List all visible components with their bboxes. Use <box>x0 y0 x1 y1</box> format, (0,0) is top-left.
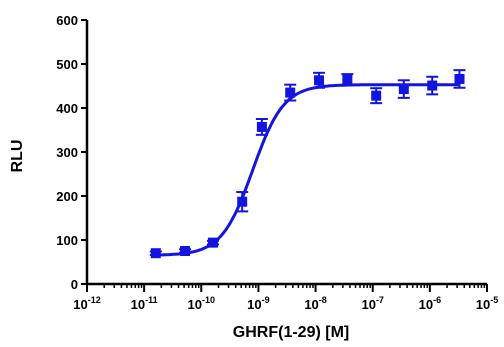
point-marker <box>285 87 296 98</box>
data-point <box>341 73 354 86</box>
fit-curve <box>155 83 460 257</box>
point-marker <box>256 121 267 132</box>
point-marker <box>371 90 382 101</box>
data-point <box>426 75 439 96</box>
y-tick-label: 600 <box>56 13 78 28</box>
point-marker <box>237 196 248 207</box>
data-point <box>313 71 326 89</box>
data-point <box>255 118 268 136</box>
axes <box>85 20 487 286</box>
y-axis-ticks: 0 100 200 300 400 500 600 <box>56 13 87 292</box>
y-axis-label: RLU <box>9 140 26 173</box>
data-point <box>236 191 249 213</box>
point-marker <box>342 74 353 85</box>
data-point <box>206 237 219 248</box>
point-marker <box>398 84 409 95</box>
data-point <box>179 246 192 256</box>
x-tick-label: 10-12 <box>73 295 100 312</box>
y-tick-label: 0 <box>71 277 78 292</box>
point-marker <box>180 246 191 256</box>
data-point <box>284 83 297 102</box>
data-point <box>453 69 466 89</box>
fit-curve-layer <box>155 83 460 257</box>
y-tick-label: 500 <box>56 57 78 72</box>
x-tick-label: 10-5 <box>476 295 498 312</box>
point-marker <box>427 80 438 91</box>
data-point <box>149 248 162 259</box>
point-marker <box>314 75 325 86</box>
y-tick-label: 400 <box>56 101 78 116</box>
point-marker <box>454 73 465 84</box>
point-marker <box>207 237 218 248</box>
data-point <box>370 87 383 105</box>
x-tick-label: 10-7 <box>361 295 383 312</box>
x-axis-label: GHRF(1-29) [M] <box>233 324 349 341</box>
x-tick-label: 10-9 <box>247 295 269 312</box>
x-axis-ticks: 10-12 10-11 10-10 10-9 10-8 10-7 10-6 10-5 <box>73 284 498 312</box>
x-tick-label: 10-8 <box>304 295 326 312</box>
data-point <box>397 79 410 99</box>
point-marker <box>150 248 161 259</box>
x-tick-label: 10-11 <box>131 295 158 312</box>
y-tick-label: 100 <box>56 233 78 248</box>
x-tick-label: 10-6 <box>419 295 441 312</box>
x-tick-label: 10-10 <box>188 295 215 312</box>
data-points-layer <box>149 69 466 259</box>
y-tick-label: 300 <box>56 145 78 160</box>
y-tick-label: 200 <box>56 189 78 204</box>
